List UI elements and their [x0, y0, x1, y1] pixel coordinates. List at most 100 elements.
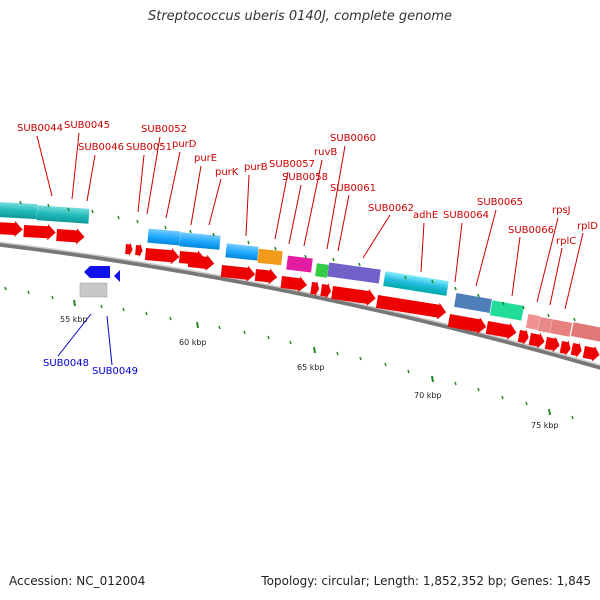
cds-arrow[interactable] — [559, 339, 572, 357]
gene-label[interactable]: SUB0044 — [17, 123, 63, 134]
tick-mark — [431, 279, 434, 284]
label-leader — [71, 132, 80, 200]
label-leader — [106, 315, 113, 366]
tick-mark — [218, 325, 221, 330]
label-leaders — [36, 132, 584, 366]
tick-mark — [332, 257, 335, 262]
feature-bar[interactable] — [36, 205, 90, 224]
cds-arrow-reverse[interactable] — [84, 266, 110, 278]
cds-arrow[interactable] — [320, 282, 332, 299]
gene-label[interactable]: purE — [194, 153, 217, 164]
label-leader — [245, 174, 250, 237]
gene-label[interactable]: SUB0048 — [43, 358, 89, 369]
gene-label[interactable]: adhE — [413, 210, 438, 221]
tick-mark — [454, 286, 457, 291]
cds-arrow[interactable] — [144, 246, 180, 265]
tick-mark — [169, 316, 172, 321]
cds-arrow-reverse[interactable] — [114, 270, 120, 282]
cds-arrow[interactable] — [485, 319, 517, 341]
cds-arrow[interactable] — [23, 223, 56, 241]
cds-arrow[interactable] — [135, 243, 143, 258]
gene-label[interactable]: SUB0057 — [269, 159, 315, 170]
gene-label[interactable]: SUB0051 — [126, 142, 172, 153]
reverse-strand-features — [79, 266, 120, 298]
cds-arrow[interactable] — [187, 253, 216, 272]
tick-mark — [117, 215, 120, 220]
tick-mark — [100, 304, 103, 309]
gene-label[interactable]: SUB0052 — [141, 124, 187, 135]
gene-label[interactable]: SUB0045 — [64, 120, 110, 131]
feature-bar[interactable] — [0, 201, 38, 220]
tick-mark — [145, 311, 148, 316]
label-leader — [536, 217, 559, 303]
tick-mark — [525, 401, 528, 406]
gene-label[interactable]: purK — [215, 167, 239, 178]
feature-bar[interactable] — [454, 292, 492, 314]
gene-label[interactable]: ruvB — [314, 147, 337, 158]
gene-label[interactable]: SUB0046 — [78, 142, 124, 153]
gene-label[interactable]: rplC — [556, 236, 576, 247]
cds-arrow[interactable] — [582, 344, 600, 363]
cds-arrow[interactable] — [528, 331, 546, 350]
label-leader — [86, 154, 96, 202]
feature-bar[interactable] — [147, 228, 181, 246]
cds-arrow[interactable] — [280, 274, 308, 293]
gene-label[interactable]: SUB0058 — [282, 172, 328, 183]
tick-mark — [47, 203, 50, 208]
tick-mark — [164, 225, 167, 230]
feature-bar[interactable] — [79, 282, 108, 298]
feature-bar[interactable] — [489, 300, 524, 321]
label-leader — [190, 165, 202, 226]
feature-bar[interactable] — [286, 255, 313, 273]
feature-bar[interactable] — [315, 263, 329, 278]
cds-arrow[interactable] — [544, 335, 561, 353]
cds-arrow[interactable] — [447, 312, 487, 335]
cds-arrow[interactable] — [254, 267, 279, 285]
tick-mark — [431, 375, 434, 383]
gene-label[interactable]: purB — [244, 162, 268, 173]
cds-arrow[interactable] — [0, 220, 23, 238]
cds-arrow[interactable] — [517, 328, 530, 346]
gene-label[interactable]: SUB0061 — [330, 183, 376, 194]
feature-bar[interactable] — [383, 271, 449, 296]
cds-arrow[interactable] — [56, 227, 85, 245]
label-leader — [146, 136, 161, 215]
label-leader — [564, 232, 584, 310]
feature-bar[interactable] — [257, 248, 283, 266]
tick-mark — [196, 321, 199, 329]
cds-arrow[interactable] — [570, 341, 583, 359]
cds-arrow[interactable] — [220, 263, 256, 282]
feature-bar[interactable] — [537, 316, 553, 334]
feature-bar[interactable] — [549, 319, 573, 337]
cds-arrow[interactable] — [331, 284, 377, 307]
gene-label[interactable]: rplD — [577, 221, 598, 232]
label-leader — [549, 247, 563, 306]
feature-bar[interactable] — [225, 243, 259, 261]
gene-label[interactable]: SUB0065 — [477, 197, 523, 208]
gene-label[interactable]: rpsJ — [552, 205, 571, 216]
feature-bar[interactable] — [525, 313, 541, 331]
tick-mark — [67, 207, 70, 212]
cds-arrow[interactable] — [375, 293, 448, 321]
gene-label[interactable]: purD — [172, 139, 197, 150]
gene-label[interactable]: SUB0060 — [330, 133, 376, 144]
gene-label[interactable]: SUB0066 — [508, 225, 554, 236]
genome-backbone — [0, 241, 600, 370]
tick-marks — [4, 200, 576, 420]
label-leader — [337, 194, 350, 252]
label-leader — [57, 313, 92, 357]
gene-label[interactable]: SUB0064 — [443, 210, 489, 221]
feature-bar[interactable] — [570, 322, 600, 342]
cds-arrow[interactable] — [125, 242, 133, 257]
tick-mark — [247, 240, 250, 245]
label-leader — [208, 178, 222, 226]
gene-label[interactable]: SUB0062 — [368, 203, 414, 214]
tick-mark — [501, 395, 504, 400]
feature-bar[interactable] — [179, 232, 221, 250]
feature-bar[interactable] — [327, 262, 381, 284]
kbp-label: 55 kbp — [60, 315, 88, 324]
cds-arrow[interactable] — [310, 280, 320, 297]
gene-label[interactable]: SUB0049 — [92, 366, 138, 377]
